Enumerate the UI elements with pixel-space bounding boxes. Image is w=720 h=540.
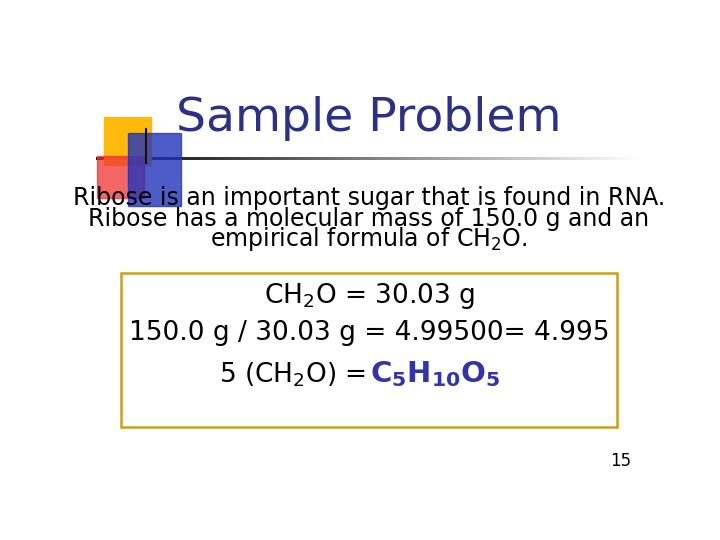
Text: Sample Problem: Sample Problem [176, 96, 562, 141]
Bar [128, 133, 181, 206]
Text: $\mathregular{C_5H_{10}O_5}$: $\mathregular{C_5H_{10}O_5}$ [370, 360, 500, 389]
Text: 150.0 g / 30.03 g = 4.99500= 4.995: 150.0 g / 30.03 g = 4.99500= 4.995 [129, 320, 609, 346]
FancyBboxPatch shape [121, 273, 617, 427]
Text: empirical formula of $\mathregular{CH_2O}$.: empirical formula of $\mathregular{CH_2O… [210, 225, 528, 253]
Text: Ribose is an important sugar that is found in RNA.: Ribose is an important sugar that is fou… [73, 186, 665, 210]
Text: $\mathregular{CH_2O}$ = 30.03 g: $\mathregular{CH_2O}$ = 30.03 g [264, 281, 474, 310]
Bar [104, 117, 151, 165]
Text: 15: 15 [610, 452, 631, 470]
Text: 5 ($\mathregular{CH_2O}$) =: 5 ($\mathregular{CH_2O}$) = [219, 360, 369, 389]
Text: Ribose has a molecular mass of 150.0 g and an: Ribose has a molecular mass of 150.0 g a… [89, 207, 649, 231]
Bar [96, 156, 144, 198]
